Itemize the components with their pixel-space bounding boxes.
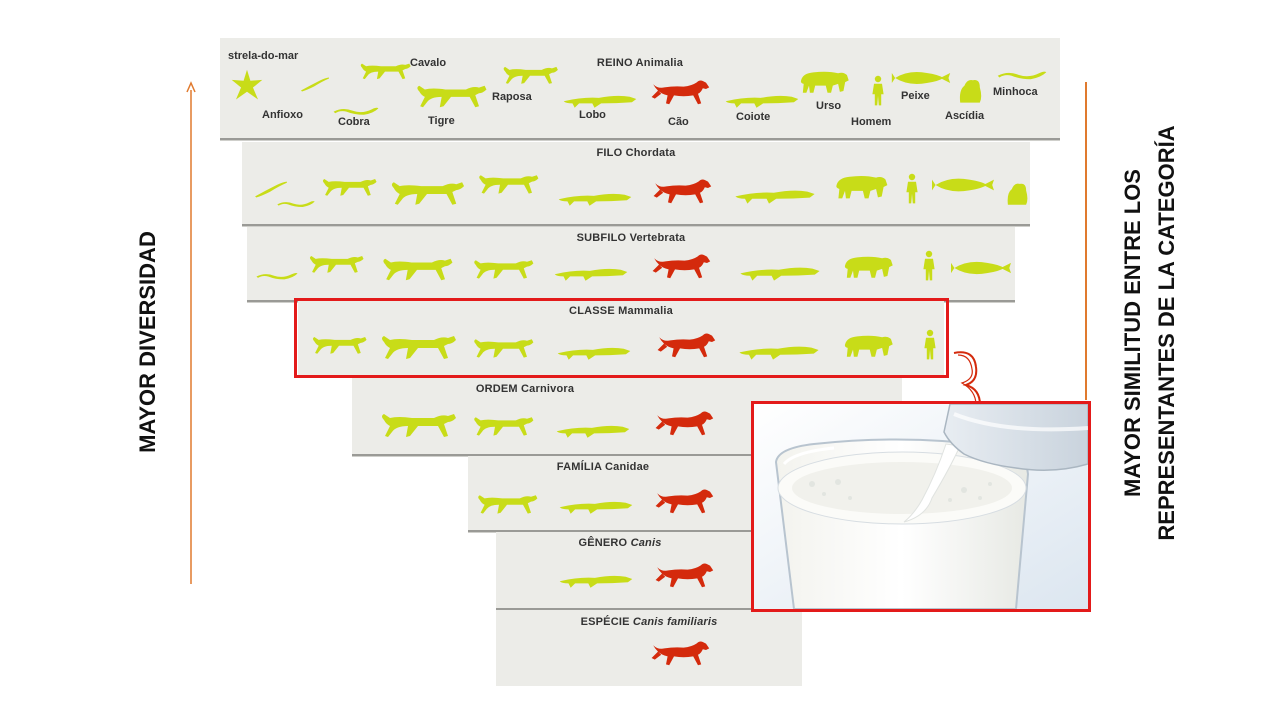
dog-icon — [654, 484, 718, 520]
similarity-axis-line — [1085, 82, 1087, 400]
fish-icon — [932, 174, 994, 196]
snake-icon — [255, 269, 299, 281]
label-minhoca: Minhoca — [993, 86, 1038, 98]
dog-icon — [654, 558, 718, 594]
label-cao: Cão — [668, 116, 689, 128]
band-title-familia: FAMÍLIA Canidae — [556, 461, 650, 473]
fox-icon — [472, 492, 542, 516]
tiger-icon — [378, 410, 458, 440]
label-cobra: Cobra — [338, 116, 370, 128]
band-title-especie: ESPÉCIE Canis familiaris — [580, 616, 718, 628]
wolf-icon — [547, 261, 635, 283]
wolf-icon — [558, 88, 642, 110]
dog-icon — [650, 636, 714, 672]
human-icon — [904, 172, 920, 206]
milk-photo — [751, 401, 1091, 612]
horse-icon — [307, 249, 365, 279]
fish-icon — [951, 257, 1011, 279]
band-title-classe: CLASSE Mammalia — [569, 305, 673, 317]
snake-icon — [276, 198, 316, 208]
human-icon — [921, 249, 937, 283]
similarity-label-line2: REPRESENTANTES DE LA CATEGORÍA — [1154, 125, 1179, 541]
band-especie: ESPÉCIE Canis familiaris — [496, 610, 802, 686]
band-reino: REINO Animalia strela-do-mar Anfioxo Cob… — [220, 38, 1060, 140]
fox-icon — [496, 64, 564, 86]
band-title-subfilo: SUBFILO Vertebrata — [576, 232, 686, 244]
band-title-filo: FILO Chordata — [596, 147, 676, 159]
bear-icon — [839, 253, 897, 283]
band-subfilo: SUBFILO Vertebrata — [247, 227, 1015, 302]
label-urso: Urso — [816, 100, 842, 112]
label-lobo: Lobo — [579, 109, 606, 121]
fish-icon — [890, 68, 952, 88]
dog-icon — [652, 174, 716, 210]
ascidian-icon — [1004, 178, 1030, 208]
fox-icon — [468, 414, 538, 438]
snake-icon — [332, 104, 380, 116]
band-title-reino: REINO Animalia — [596, 57, 684, 69]
starfish-icon — [230, 68, 264, 102]
label-peixe: Peixe — [901, 90, 930, 102]
amphioxus-icon — [300, 68, 330, 100]
dog-icon — [651, 249, 715, 285]
bear-icon — [832, 172, 890, 204]
wolf-icon — [550, 418, 636, 440]
similarity-label-line1: MAYOR SIMILITUD ENTRE LOS — [1120, 169, 1145, 497]
label-raposa: Raposa — [492, 91, 532, 103]
label-anfioxo: Anfioxo — [262, 109, 303, 121]
band-title-genero: GÊNERO Canis — [578, 537, 662, 549]
tiger-icon — [377, 255, 457, 283]
dog-icon — [654, 406, 718, 442]
milk-glass-image — [754, 404, 1088, 609]
label-coiote: Coiote — [736, 111, 771, 123]
dog-icon — [650, 76, 714, 110]
band-familia: FAMÍLIA Canidae — [468, 456, 768, 532]
label-ascidia: Ascídia — [945, 110, 985, 122]
band-filo: FILO Chordata — [242, 142, 1030, 226]
arrow-up-icon — [186, 81, 196, 584]
worm-icon — [996, 68, 1048, 80]
coyote-icon — [737, 259, 823, 283]
label-homem: Homem — [851, 116, 892, 128]
wolf-icon — [552, 186, 638, 208]
coyote-icon — [720, 88, 804, 110]
band-title-ordem: ORDEM Carnivora — [475, 383, 575, 395]
wolf-icon — [552, 494, 640, 516]
band-classe: CLASSE Mammalia — [298, 300, 944, 377]
tiger-icon — [412, 82, 490, 110]
bear-icon — [796, 68, 852, 98]
label-estrela: strela-do-mar — [228, 50, 299, 62]
human-icon — [870, 74, 886, 108]
label-tigre: Tigre — [428, 115, 455, 127]
label-cavalo: Cavalo — [410, 57, 447, 69]
horse-icon — [358, 56, 412, 86]
fox-icon — [467, 257, 539, 281]
ascidian-icon — [956, 74, 984, 106]
tiger-icon — [388, 178, 466, 208]
mammalia-highlight — [294, 298, 949, 378]
wolf-icon — [552, 568, 640, 590]
fox-icon — [474, 172, 542, 196]
horse-icon — [320, 172, 378, 202]
diversity-axis — [185, 80, 197, 585]
coyote-icon — [732, 182, 818, 206]
